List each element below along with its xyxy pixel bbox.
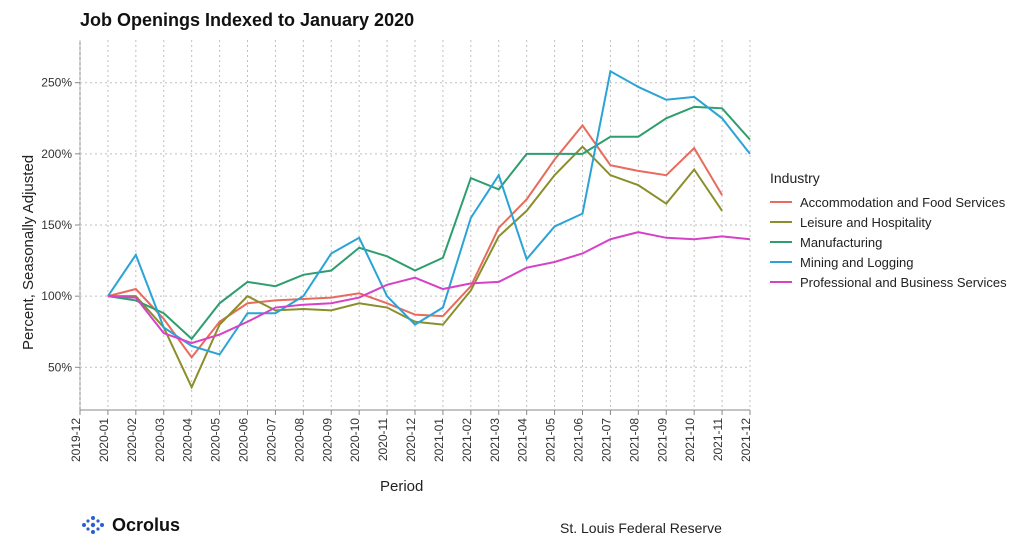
legend-label: Manufacturing [800, 235, 882, 250]
brand-logo: Ocrolus [80, 512, 180, 538]
svg-text:2021-04: 2021-04 [516, 418, 530, 462]
svg-text:50%: 50% [48, 360, 72, 374]
svg-text:2020-12: 2020-12 [404, 418, 418, 462]
logo-icon [80, 512, 106, 538]
legend-swatch [770, 221, 792, 223]
svg-text:2021-12: 2021-12 [739, 418, 753, 462]
legend-swatch [770, 241, 792, 243]
legend-swatch [770, 281, 792, 283]
credit-text: St. Louis Federal Reserve [560, 520, 722, 536]
svg-text:2021-09: 2021-09 [655, 418, 669, 462]
svg-text:2020-04: 2020-04 [181, 418, 195, 462]
svg-text:2020-09: 2020-09 [320, 418, 334, 462]
legend-item: Mining and Logging [770, 252, 1007, 272]
svg-text:2021-02: 2021-02 [460, 418, 474, 462]
legend-item: Professional and Business Services [770, 272, 1007, 292]
svg-text:150%: 150% [41, 218, 72, 232]
svg-text:2021-10: 2021-10 [683, 418, 697, 462]
legend-item: Leisure and Hospitality [770, 212, 1007, 232]
legend-swatch [770, 201, 792, 203]
svg-text:2021-05: 2021-05 [544, 418, 558, 462]
svg-text:100%: 100% [41, 289, 72, 303]
svg-text:2020-02: 2020-02 [125, 418, 139, 462]
svg-text:2020-03: 2020-03 [153, 418, 167, 462]
svg-text:2020-05: 2020-05 [209, 418, 223, 462]
series-line [108, 107, 750, 339]
legend: Industry Accommodation and Food Services… [770, 170, 1007, 292]
legend-title: Industry [770, 170, 1007, 186]
svg-text:2021-07: 2021-07 [599, 418, 613, 462]
x-axis-label: Period [380, 478, 423, 495]
logo-text: Ocrolus [112, 515, 180, 536]
svg-text:250%: 250% [41, 76, 72, 90]
svg-text:200%: 200% [41, 147, 72, 161]
legend-item: Manufacturing [770, 232, 1007, 252]
legend-label: Professional and Business Services [800, 275, 1007, 290]
svg-text:2021-06: 2021-06 [572, 418, 586, 462]
svg-text:2020-10: 2020-10 [348, 418, 362, 462]
legend-label: Accommodation and Food Services [800, 195, 1005, 210]
svg-text:2020-06: 2020-06 [237, 418, 251, 462]
svg-text:2020-01: 2020-01 [97, 418, 111, 462]
svg-text:2020-11: 2020-11 [376, 418, 390, 461]
svg-text:2021-01: 2021-01 [432, 418, 446, 462]
svg-text:2020-07: 2020-07 [264, 418, 278, 462]
svg-text:2021-08: 2021-08 [627, 418, 641, 462]
svg-text:2019-12: 2019-12 [69, 418, 83, 462]
legend-label: Mining and Logging [800, 255, 913, 270]
legend-swatch [770, 261, 792, 263]
series-line [108, 71, 750, 354]
series-line [108, 232, 750, 343]
svg-text:2020-08: 2020-08 [292, 418, 306, 462]
legend-item: Accommodation and Food Services [770, 192, 1007, 212]
legend-label: Leisure and Hospitality [800, 215, 932, 230]
svg-text:2021-03: 2021-03 [488, 418, 502, 462]
svg-text:2021-11: 2021-11 [711, 418, 725, 461]
